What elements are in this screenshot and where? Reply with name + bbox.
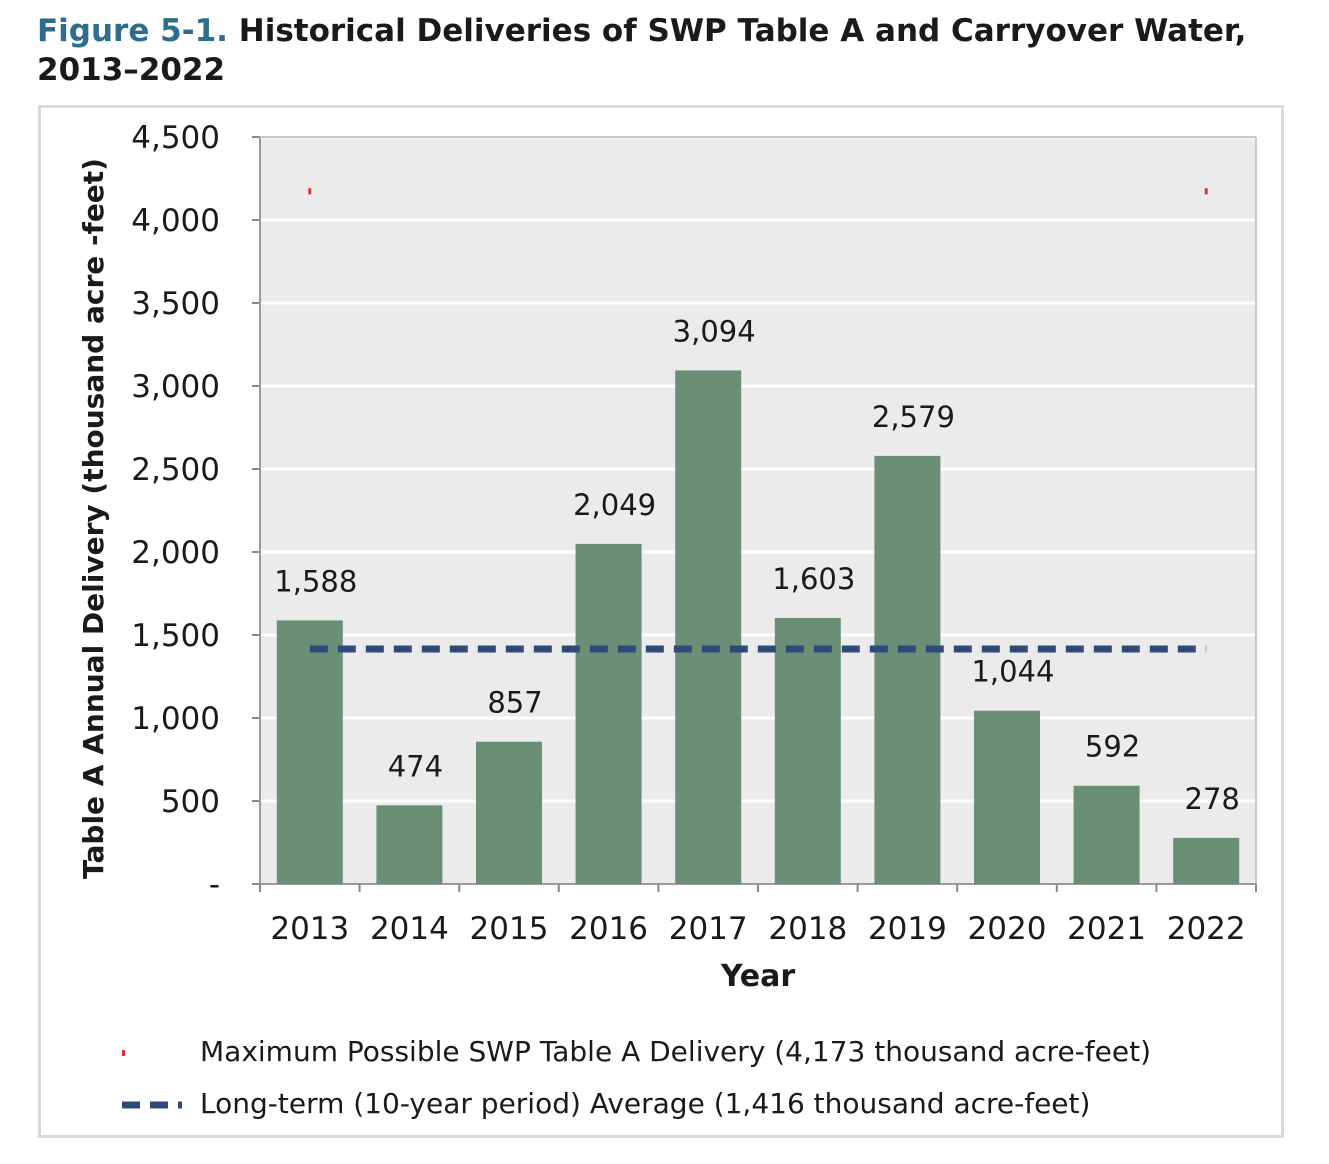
- bar-2016: [575, 543, 642, 884]
- bar-2018: [774, 617, 841, 884]
- bar-2017: [675, 370, 742, 884]
- figure-label: Figure 5-1.: [37, 13, 228, 49]
- y-tick-label: 1,500: [131, 618, 220, 654]
- data-label-2019: 2,579: [872, 400, 955, 434]
- y-tick-label: -: [209, 867, 220, 903]
- legend-marker-maximum: [122, 1050, 125, 1056]
- y-axis-title: Table A Annual Delivery (thousand acre -…: [77, 158, 110, 879]
- max-delivery-marker-end: [1204, 188, 1208, 195]
- data-label-2018: 1,603: [772, 562, 855, 596]
- legend-item-average: [118, 1085, 188, 1125]
- x-tick-label: 2015: [470, 911, 549, 947]
- bar-2019: [874, 455, 941, 884]
- x-tick-label: 2020: [968, 911, 1047, 947]
- y-tick-label: 500: [161, 784, 220, 820]
- x-tick-label: 2017: [669, 911, 748, 947]
- bar-2015: [476, 741, 542, 884]
- bar-2022: [1173, 837, 1240, 884]
- data-label-2020: 1,044: [971, 655, 1054, 689]
- x-tick-label: 2021: [1067, 911, 1146, 947]
- y-tick-label: 2,500: [131, 452, 220, 488]
- y-tick-label: 2,000: [131, 535, 220, 571]
- legend-marker-average: [122, 1101, 182, 1109]
- y-tick-label: 3,500: [131, 286, 220, 322]
- x-tick-label: 2016: [569, 911, 648, 947]
- x-tick-label: 2022: [1167, 911, 1246, 947]
- data-label-2014: 474: [388, 749, 443, 783]
- data-label-2013: 1,588: [274, 564, 357, 598]
- y-tick-label: 3,000: [131, 369, 220, 405]
- x-axis-title: Year: [720, 959, 796, 994]
- legend-label-average: Long-term (10-year period) Average (1,41…: [200, 1087, 1091, 1120]
- y-tick-label: 4,000: [131, 203, 220, 239]
- plot-area: [260, 137, 1256, 884]
- data-label-2021: 592: [1085, 730, 1140, 764]
- bar-2020: [974, 710, 1040, 884]
- data-label-2016: 2,049: [573, 488, 656, 522]
- x-tick-label: 2019: [868, 911, 947, 947]
- y-tick-label: 1,000: [131, 701, 220, 737]
- y-tick-label: 4,500: [131, 120, 220, 156]
- figure-title-text: Historical Deliveries of SWP Table A and…: [37, 13, 1247, 88]
- data-label-2015: 857: [487, 686, 542, 720]
- data-label-2022: 278: [1185, 782, 1240, 816]
- x-tick-label: 2014: [370, 911, 449, 947]
- figure-title: Figure 5-1. Historical Deliveries of SWP…: [37, 12, 1297, 90]
- bar-2014: [376, 805, 443, 884]
- data-label-2017: 3,094: [673, 314, 756, 348]
- chart-frame: [38, 105, 1284, 1138]
- legend-item-maximum: [118, 1033, 138, 1073]
- x-tick-label: 2018: [768, 911, 847, 947]
- legend-label-maximum: Maximum Possible SWP Table A Delivery (4…: [200, 1035, 1151, 1068]
- max-delivery-marker-start: [308, 188, 312, 195]
- bar-2021: [1073, 785, 1140, 884]
- bar-2013: [276, 620, 343, 884]
- x-tick-label: 2013: [270, 911, 349, 947]
